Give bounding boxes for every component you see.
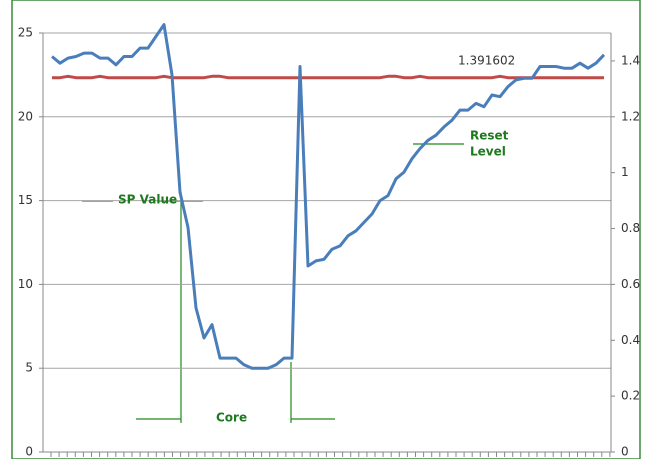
annotation: 1.391602 — [458, 54, 515, 68]
y2-tick-label: 0.6 — [621, 277, 640, 291]
y-tick-label: 10 — [18, 277, 33, 291]
y2-tick-label: 0.4 — [621, 333, 640, 347]
y-tick-label: 5 — [25, 361, 33, 375]
y2-tick-label: 0 — [621, 445, 629, 459]
annotation: SP Value — [118, 193, 177, 207]
series-line — [52, 74, 604, 80]
annotation: Core — [216, 411, 247, 425]
y2-tick-label: 1.2 — [621, 109, 640, 123]
frame — [11, 0, 641, 459]
y-tick-label: 20 — [18, 109, 33, 123]
series-line — [51, 23, 606, 370]
y-tick-label: 15 — [18, 193, 33, 207]
annotation: Reset — [470, 129, 509, 143]
y-tick-label: 0 — [25, 445, 33, 459]
y2-tick-label: 1 — [621, 165, 629, 179]
annotation: Level — [470, 145, 506, 159]
y2-tick-label: 0.2 — [621, 389, 640, 403]
y2-tick-label: 0.8 — [621, 221, 640, 235]
y2-tick-label: 1.4 — [621, 53, 640, 67]
y-tick-label: 25 — [18, 26, 33, 40]
